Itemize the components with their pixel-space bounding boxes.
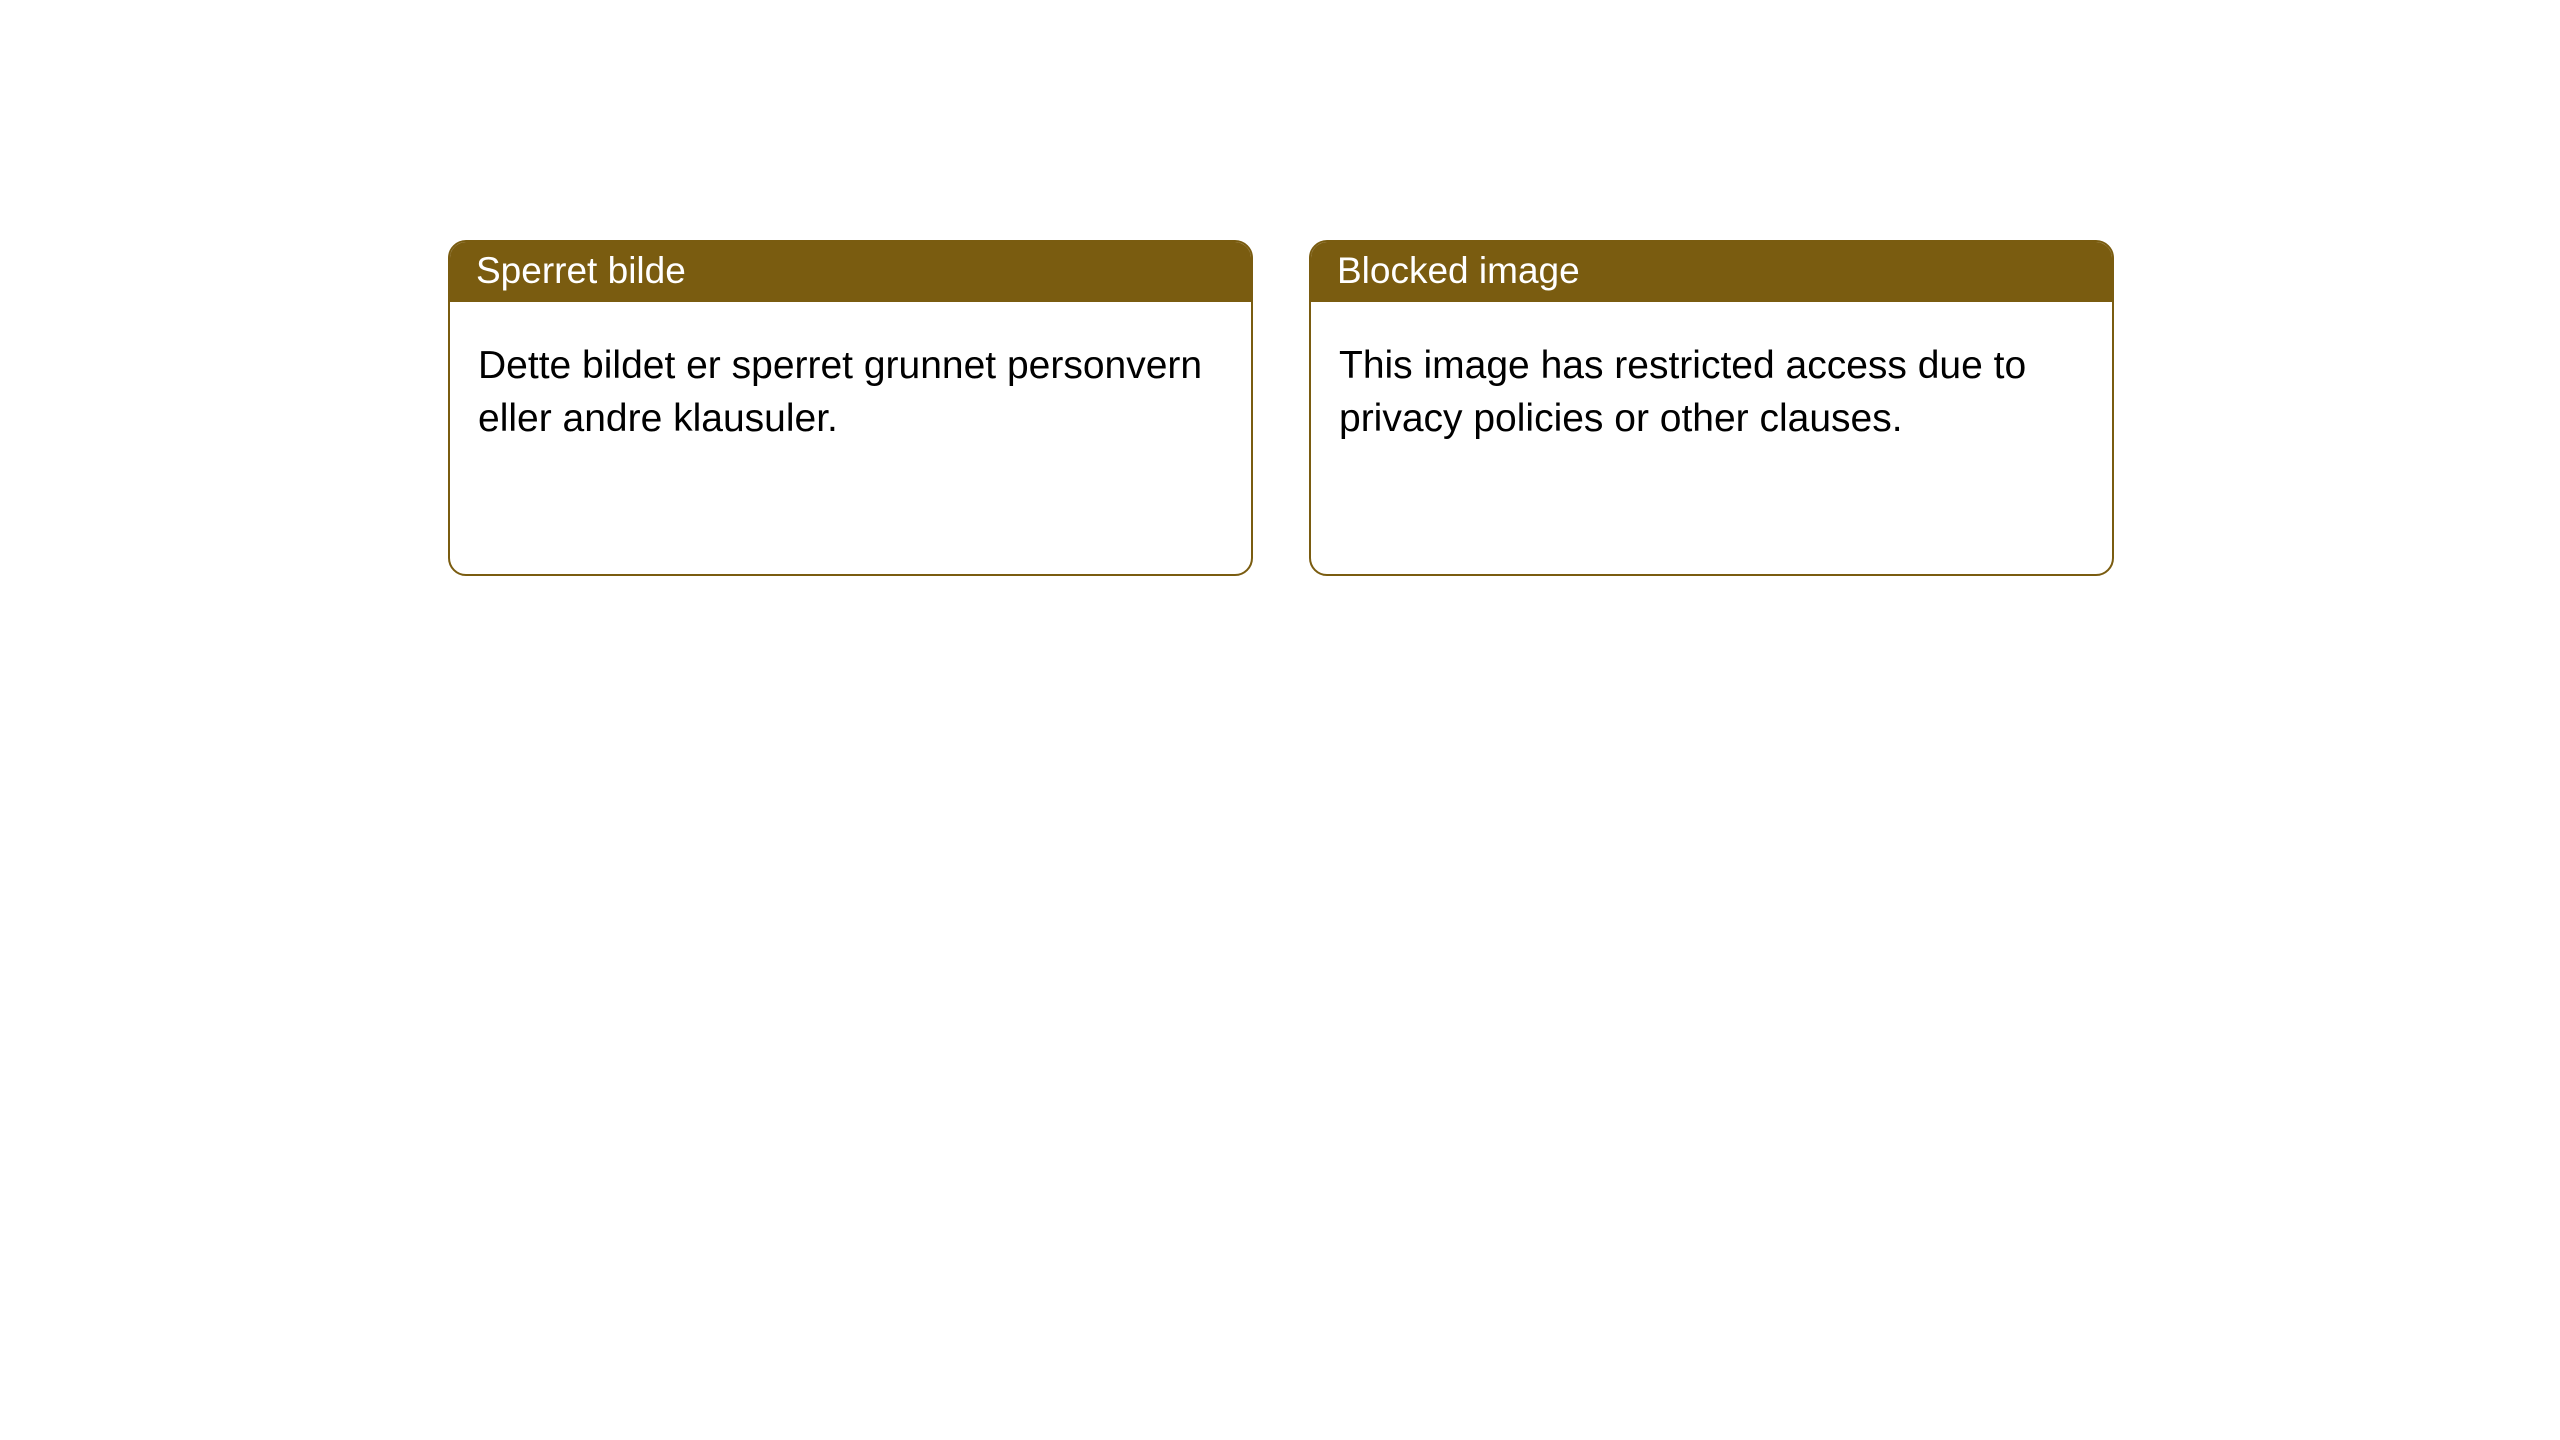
card-title: Blocked image [1311, 242, 2112, 302]
card-body-text: This image has restricted access due to … [1311, 302, 2112, 473]
card-title: Sperret bilde [450, 242, 1251, 302]
card-body-text: Dette bildet er sperret grunnet personve… [450, 302, 1251, 473]
blocked-image-card-en: Blocked image This image has restricted … [1309, 240, 2114, 576]
notice-cards-row: Sperret bilde Dette bildet er sperret gr… [0, 0, 2560, 576]
blocked-image-card-no: Sperret bilde Dette bildet er sperret gr… [448, 240, 1253, 576]
